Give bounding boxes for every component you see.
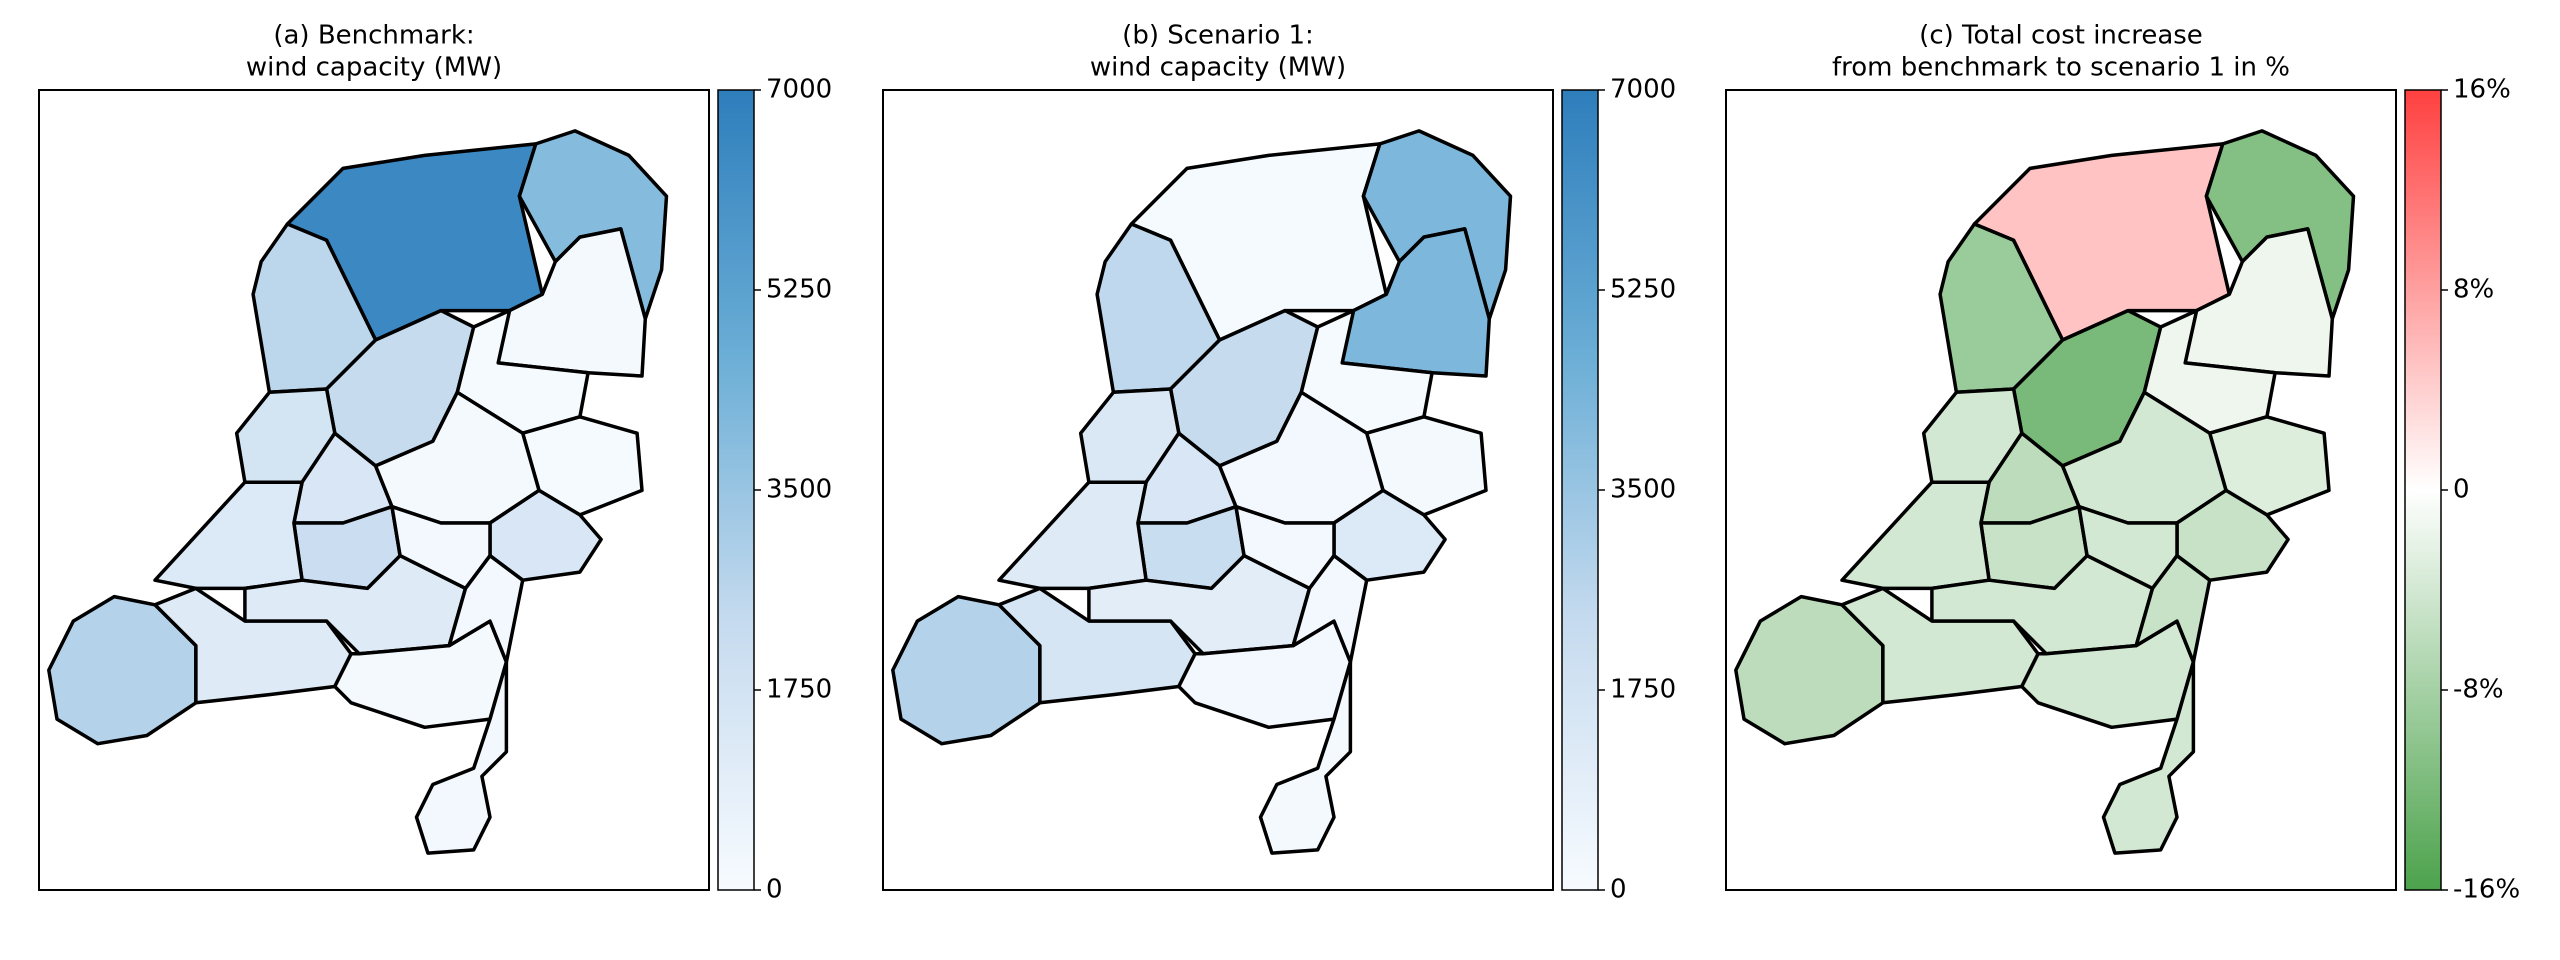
panel-title: from benchmark to scenario 1 in %: [1832, 53, 2290, 83]
colorbar-tick-label: -16%: [2453, 875, 2520, 905]
region: [2101, 660, 2196, 855]
colorbar: [2404, 89, 2442, 891]
colorbar-tick-label: 7000: [766, 75, 832, 105]
colorbar-tick-label: 16%: [2453, 75, 2511, 105]
panel-title: wind capacity (MW): [246, 53, 502, 83]
map-panel: (a) Benchmark:wind capacity (MW) 0 1750 350…: [38, 21, 832, 905]
panel-title: (a) Benchmark:: [273, 21, 474, 51]
map-frame: [882, 89, 1554, 891]
region: [153, 480, 304, 591]
colorbar-tick-label: 3500: [1610, 475, 1676, 505]
panel-title: wind capacity (MW): [1090, 53, 1346, 83]
colorbar: [717, 89, 755, 891]
colorbar-tick-label: -8%: [2453, 675, 2504, 705]
region: [997, 480, 1148, 591]
colorbar-tick-label: 5250: [766, 275, 832, 305]
colorbar-tick-label: 5250: [1610, 275, 1676, 305]
map-frame: [1725, 89, 2397, 891]
region: [1840, 480, 1991, 591]
colorbar-tick-label: 0: [2453, 475, 2470, 505]
region: [414, 660, 509, 855]
region: [1258, 660, 1353, 855]
colorbar-tick-label: 0: [766, 875, 783, 905]
colorbar-tick-label: 3500: [766, 475, 832, 505]
colorbar-tick-label: 1750: [1610, 675, 1676, 705]
colorbar-tick-label: 7000: [1610, 75, 1676, 105]
colorbar-tick-label: 1750: [766, 675, 832, 705]
map-panel: (b) Scenario 1:wind capacity (MW) 0 1750 35…: [882, 21, 1676, 905]
panel-title: (b) Scenario 1:: [1122, 21, 1314, 51]
colorbar-tick-label: 0: [1610, 875, 1627, 905]
colorbar: [1561, 89, 1599, 891]
colorbar-tick-label: 8%: [2453, 275, 2494, 305]
map-frame: [38, 89, 710, 891]
panel-title: (c) Total cost increase: [1919, 21, 2203, 51]
